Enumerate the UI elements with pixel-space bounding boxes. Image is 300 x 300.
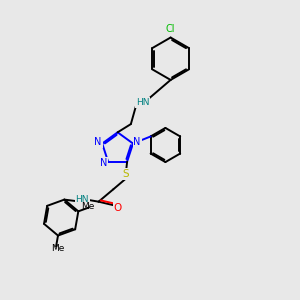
Text: N: N: [134, 137, 141, 147]
Text: O: O: [114, 202, 122, 213]
Text: HN: HN: [76, 195, 89, 204]
Text: S: S: [122, 169, 129, 179]
Text: N: N: [94, 137, 102, 147]
Text: Me: Me: [51, 244, 64, 253]
Text: Cl: Cl: [166, 24, 175, 34]
Text: HN: HN: [136, 98, 149, 107]
Text: Me: Me: [81, 202, 94, 211]
Text: N: N: [100, 158, 108, 168]
